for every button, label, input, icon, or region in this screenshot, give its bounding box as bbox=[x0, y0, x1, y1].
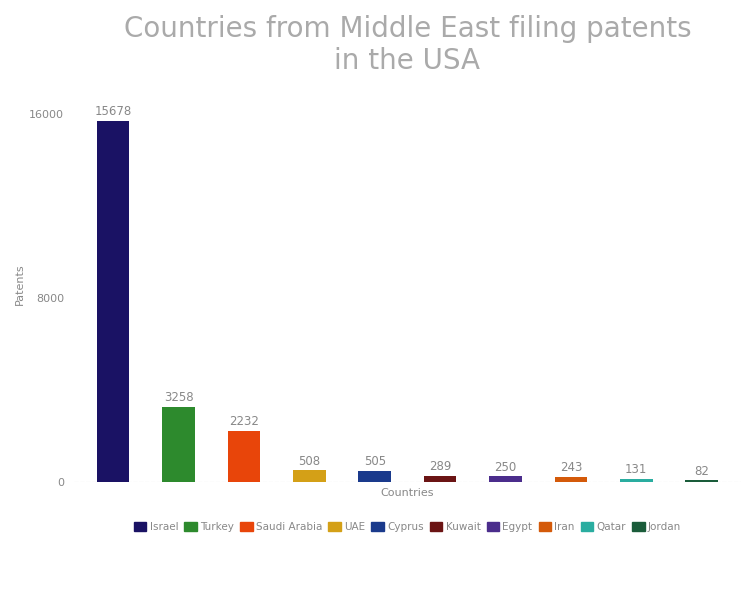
Text: 505: 505 bbox=[364, 455, 386, 467]
Text: 243: 243 bbox=[559, 461, 582, 474]
Text: 131: 131 bbox=[625, 463, 648, 477]
Text: 3258: 3258 bbox=[164, 391, 194, 404]
Text: 250: 250 bbox=[494, 461, 516, 474]
Bar bbox=[555, 477, 587, 482]
Text: 289: 289 bbox=[429, 460, 451, 473]
Y-axis label: Patents: Patents bbox=[15, 263, 25, 305]
X-axis label: Countries: Countries bbox=[381, 487, 434, 498]
Bar bbox=[620, 479, 652, 482]
Text: 508: 508 bbox=[299, 455, 321, 467]
Text: 15678: 15678 bbox=[94, 105, 132, 118]
Bar bbox=[293, 471, 326, 482]
Bar bbox=[228, 431, 260, 482]
Bar bbox=[489, 477, 522, 482]
Bar bbox=[97, 121, 129, 482]
Bar bbox=[424, 475, 457, 482]
Bar bbox=[163, 407, 195, 482]
Bar bbox=[358, 471, 391, 482]
Title: Countries from Middle East filing patents
in the USA: Countries from Middle East filing patent… bbox=[124, 15, 691, 76]
Legend: Israel, Turkey, Saudi Arabia, UAE, Cyprus, Kuwait, Egypt, Iran, Qatar, Jordan: Israel, Turkey, Saudi Arabia, UAE, Cypru… bbox=[130, 518, 685, 536]
Text: 2232: 2232 bbox=[229, 415, 259, 428]
Bar bbox=[686, 480, 718, 482]
Text: 82: 82 bbox=[694, 464, 709, 478]
